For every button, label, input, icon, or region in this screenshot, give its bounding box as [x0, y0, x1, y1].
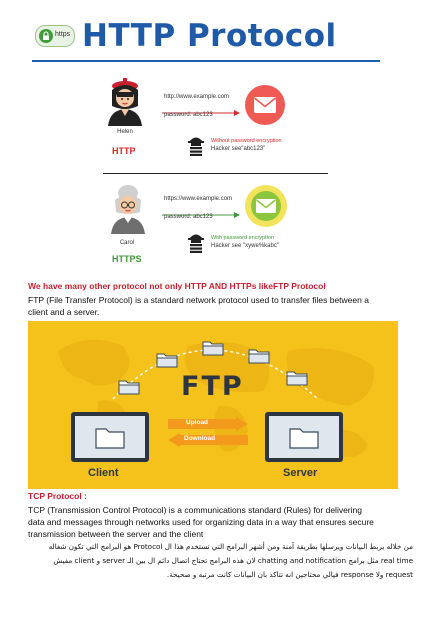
carol-avatar-icon [107, 184, 149, 234]
ftp-description-line-2: client and a server. [28, 307, 100, 317]
page-title: HTTP Protocol [82, 18, 337, 54]
folder-icon [118, 380, 140, 395]
warning-http: Without password encryption [211, 138, 282, 144]
arrow-right-icon [162, 205, 240, 223]
url-https: https://www.example.com [164, 196, 233, 202]
tcp-arabic-line-3: request ولا response فيالي محتاجين انه ت… [166, 570, 413, 579]
password-http: password: abc123 [164, 112, 213, 118]
diagram-divider [103, 173, 328, 174]
tcp-description-line-2: data and messages through networks used … [28, 517, 374, 527]
server-computer-icon [265, 412, 343, 462]
upload-arrow-icon [168, 417, 248, 431]
tcp-arabic-line-1: من خلاله يربط البيانات ويرسلها بطريقة آم… [48, 542, 413, 551]
user-name-carol: Carol [119, 240, 135, 246]
helen-avatar-icon [104, 78, 146, 126]
ftp-section-heading: We have many other protocol not only HTT… [28, 281, 326, 291]
ftp-illustration: FTP Client Server Upload Download [28, 321, 398, 489]
tcp-description-line-1: TCP (Transmission Control Protocol) is a… [28, 505, 362, 515]
lock-icon [39, 29, 53, 43]
https-logo: https [35, 25, 75, 47]
tcp-section-heading: TCP Protocol : [28, 491, 87, 501]
upload-label: Upload [186, 419, 209, 426]
hacker-icon [186, 231, 206, 253]
folder-icon [286, 371, 308, 386]
protocol-label-http: HTTP [112, 146, 136, 156]
title-underline [32, 60, 380, 62]
server-label: Server [283, 467, 318, 479]
folder-icon [156, 353, 178, 368]
hacker-sees-https: Hacker see "xywe%kabc" [211, 243, 279, 249]
hacker-sees-http: Hacker see"abc123" [211, 146, 266, 152]
mail-green-icon [244, 184, 288, 228]
password-https: password: abc123 [164, 214, 213, 220]
warning-https: With password encryption [211, 235, 274, 241]
arrow-right-icon [162, 103, 240, 121]
tcp-description-line-3: transmission between the server and the … [28, 529, 204, 539]
tcp-arabic-line-2: real time مثل برامج chatting and notific… [53, 556, 413, 565]
ftp-label: FTP [181, 371, 244, 402]
user-name-helen: Helen [117, 129, 133, 135]
ftp-description-line-1: FTP (File Transfer Protocol) is a standa… [28, 295, 369, 305]
download-label: Download [184, 435, 216, 442]
protocol-label-https: HTTPS [112, 254, 142, 264]
mail-red-icon [244, 84, 286, 126]
client-label: Client [88, 467, 119, 479]
logo-text: https [55, 31, 71, 38]
url-http: http://www.example.com [164, 94, 230, 100]
download-arrow-icon [168, 433, 248, 447]
folder-icon [248, 349, 270, 364]
hacker-icon [186, 134, 206, 156]
client-computer-icon [71, 412, 149, 462]
folder-icon [202, 341, 224, 356]
